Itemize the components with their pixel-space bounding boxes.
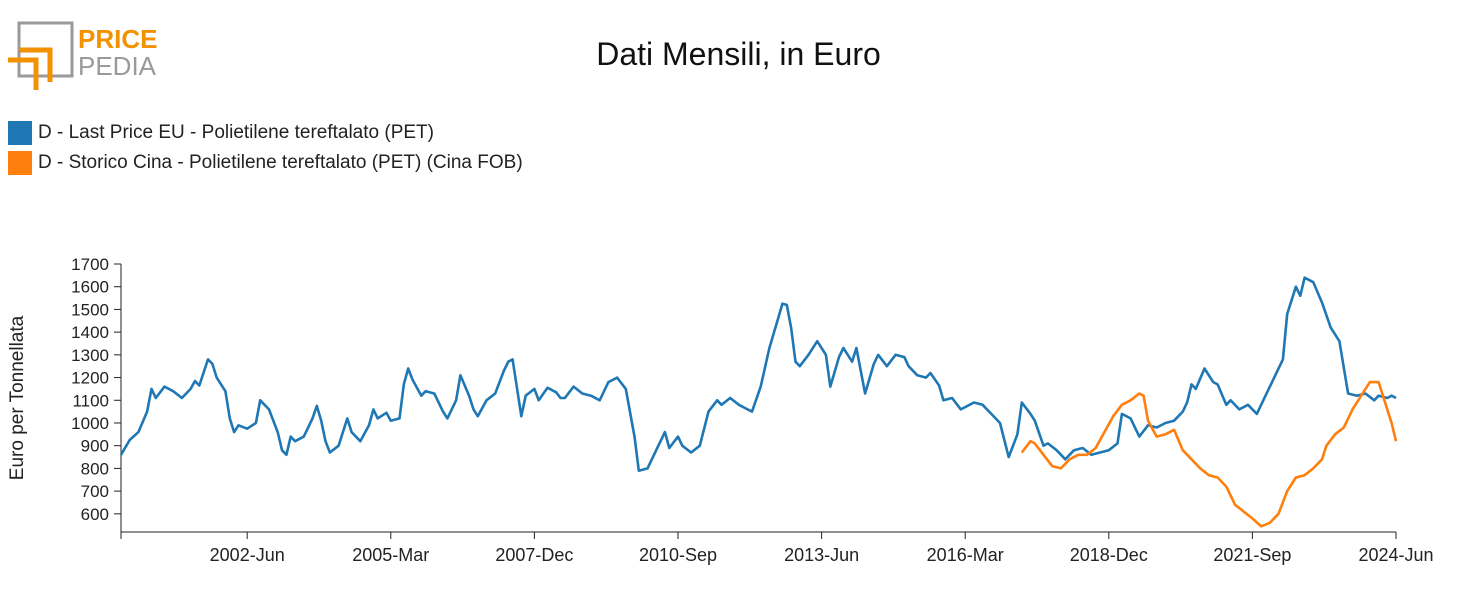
legend-swatch-series-1 (8, 121, 32, 145)
y-tick-label: 1200 (71, 369, 109, 388)
x-tick-label: 2002-Jun (210, 545, 285, 565)
legend-item-series-2[interactable]: D - Storico Cina - Polietilene tereftala… (8, 148, 523, 178)
legend-label-series-1: D - Last Price EU - Polietilene tereftal… (38, 122, 434, 143)
series-line-2 (1020, 380, 1398, 528)
logo-word-pedia: PEDIA (78, 51, 157, 81)
legend-item-series-1[interactable]: D - Last Price EU - Polietilene tereftal… (8, 118, 523, 148)
y-tick-label: 1300 (71, 346, 109, 365)
y-tick-label: 1600 (71, 278, 109, 297)
chart-lines (119, 276, 1398, 528)
chart-axes: 600 700 800 900 1000 1100 1200 1300 1400 1500 1600… (71, 255, 1433, 565)
pricepedia-logo: PRICE PEDIA (6, 20, 166, 95)
y-axis-label: Euro per Tonnellata (7, 315, 28, 480)
x-tick-label: 2005-Mar (352, 545, 429, 565)
chart-title: Dati Mensili, in Euro (596, 36, 881, 72)
pricepedia-logo-mark: PRICE PEDIA (8, 21, 157, 90)
x-tick-label: 2018-Dec (1070, 545, 1148, 565)
x-tick-label: 2007-Dec (495, 545, 573, 565)
x-tick-label: 2013-Jun (784, 545, 859, 565)
x-tick-label: 2021-Sep (1213, 545, 1291, 565)
legend: D - Last Price EU - Polietilene tereftal… (8, 118, 523, 178)
y-tick-label: 900 (81, 437, 109, 456)
x-tick-label: 2010-Sep (639, 545, 717, 565)
legend-swatch-series-2 (8, 151, 32, 175)
legend-label-series-2: D - Storico Cina - Polietilene tereftala… (38, 152, 523, 173)
y-tick-label: 1700 (71, 255, 109, 274)
y-tick-label: 1100 (72, 391, 109, 410)
y-tick-label: 1500 (71, 300, 109, 319)
y-tick-label: 600 (81, 505, 109, 524)
x-tick-label: 2016-Mar (927, 545, 1004, 565)
x-tick-label: 2024-Jun (1358, 545, 1433, 565)
logo-word-price: PRICE (78, 24, 157, 54)
y-tick-label: 1000 (71, 414, 109, 433)
y-tick-label: 800 (81, 459, 109, 478)
y-tick-label: 700 (81, 482, 109, 501)
y-tick-label: 1400 (71, 323, 109, 342)
series-line-1 (119, 276, 1397, 472)
